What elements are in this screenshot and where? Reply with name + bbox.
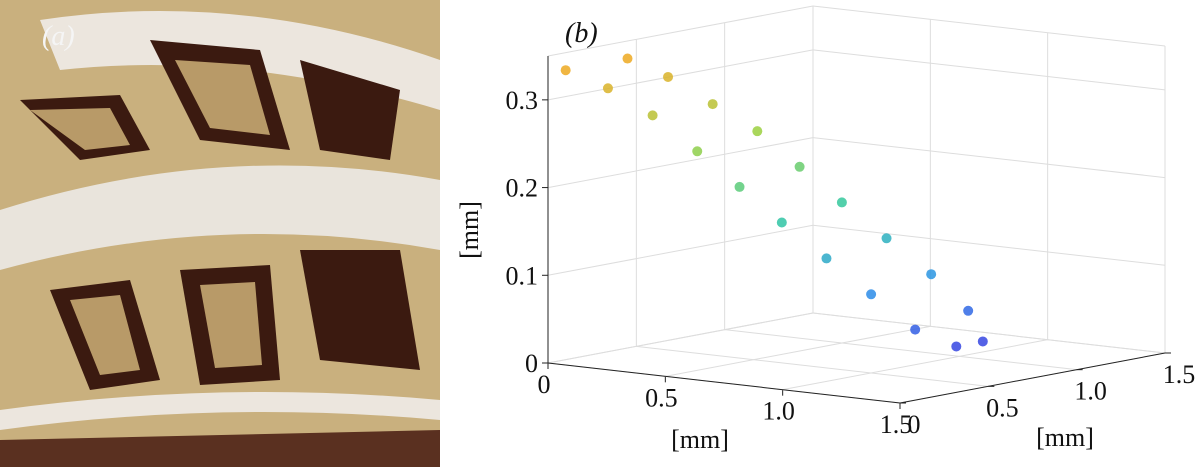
panel-label: (a) bbox=[42, 21, 75, 52]
z-axis-label: [mm] bbox=[455, 201, 484, 259]
point bbox=[866, 289, 876, 299]
z-tick-label: 0 bbox=[525, 349, 538, 378]
x-axis-label: [mm] bbox=[671, 425, 729, 454]
grid-line bbox=[813, 50, 1165, 90]
point bbox=[561, 65, 571, 75]
z-tick-label: 0.3 bbox=[506, 86, 539, 115]
point bbox=[910, 325, 920, 335]
z-tick-label: 0.2 bbox=[506, 174, 539, 203]
point bbox=[692, 146, 702, 156]
point bbox=[926, 269, 936, 279]
y-axis-label: [mm] bbox=[1036, 423, 1094, 452]
point bbox=[648, 110, 658, 120]
box-edge bbox=[813, 6, 1165, 46]
grid-line bbox=[548, 50, 813, 100]
point bbox=[963, 306, 973, 316]
point bbox=[663, 72, 673, 82]
point bbox=[837, 197, 847, 207]
x-tick-label: 0 bbox=[538, 370, 551, 399]
y-tick-label: 0 bbox=[908, 410, 921, 439]
y-tick-label: 0.5 bbox=[986, 393, 1019, 422]
x-axis bbox=[548, 363, 900, 403]
grid-line bbox=[813, 313, 1165, 353]
point bbox=[951, 341, 961, 351]
photo: (a) bbox=[0, 0, 440, 467]
panel-label: (b) bbox=[565, 18, 598, 49]
point bbox=[777, 218, 787, 228]
point bbox=[623, 54, 633, 64]
x-tick-label: 1.0 bbox=[762, 397, 795, 426]
x-tick-label: 0.5 bbox=[645, 383, 678, 412]
grid-line bbox=[636, 346, 988, 386]
grid-line bbox=[725, 330, 1077, 370]
y-tick-label: 1.5 bbox=[1163, 360, 1195, 389]
grid-line bbox=[813, 138, 1165, 178]
point bbox=[882, 233, 892, 243]
grid-line bbox=[548, 138, 813, 188]
point bbox=[821, 253, 831, 263]
y-tick-label: 1.0 bbox=[1074, 377, 1107, 406]
point bbox=[795, 162, 805, 172]
point bbox=[603, 83, 613, 93]
grid-line bbox=[548, 225, 813, 275]
figure: (a) (b) 00.10.20.300.51.01.500.51.01.5[m… bbox=[0, 0, 1195, 467]
point bbox=[752, 126, 762, 136]
grid-line bbox=[813, 225, 1165, 265]
page: {"figure_a": {"label": "(a)"}, "chart_da… bbox=[0, 0, 1195, 467]
z-tick-label: 0.1 bbox=[506, 261, 539, 290]
point bbox=[978, 336, 988, 346]
point bbox=[735, 182, 745, 192]
point bbox=[708, 99, 718, 109]
